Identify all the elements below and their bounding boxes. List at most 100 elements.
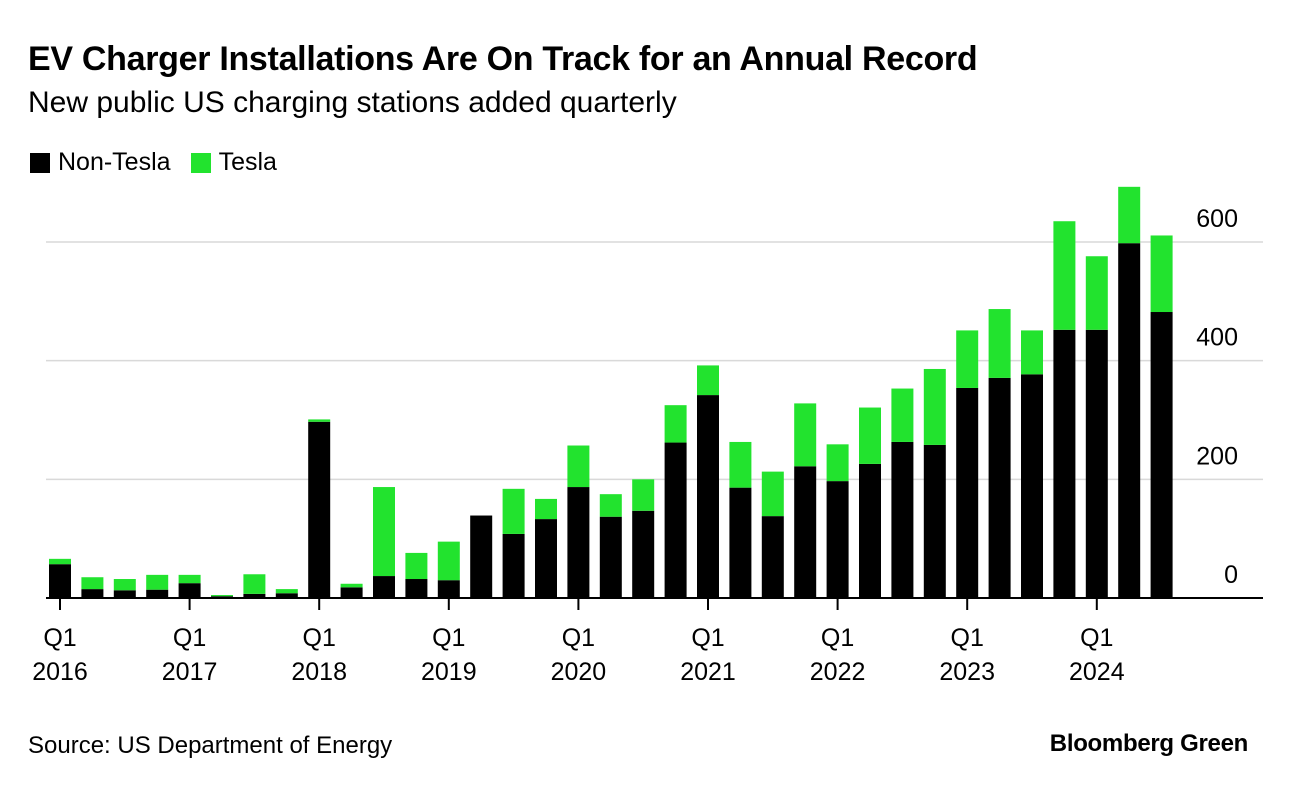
bar-non-tesla-q1-2017	[178, 583, 201, 598]
bar-tesla-q2-2022	[859, 407, 881, 464]
x-tick-label-quarter-2018: Q1	[303, 624, 336, 652]
bar-non-tesla-q2-2024	[1118, 243, 1141, 598]
x-tick-label-year-2019: 2019	[421, 658, 477, 686]
x-tick-label-year-2023: 2023	[939, 658, 995, 686]
bar-tesla-q4-2019	[535, 498, 557, 520]
x-tick-label-year-2017: 2017	[162, 658, 218, 686]
bar-non-tesla-q4-2017	[275, 593, 298, 598]
bar-tesla-q3-2017	[243, 574, 266, 594]
bar-tesla-q1-2024	[1085, 256, 1108, 330]
y-tick-label-200: 200	[1196, 442, 1238, 470]
bar-tesla-q4-2021	[794, 403, 817, 467]
bar-tesla-q4-2023	[1053, 221, 1076, 330]
x-tick-label-year-2016: 2016	[32, 658, 88, 686]
bar-tesla-q2-2018	[340, 583, 363, 588]
x-tick-label-year-2021: 2021	[680, 658, 736, 686]
x-tick-label-quarter-2020: Q1	[562, 624, 595, 652]
bar-tesla-q1-2019	[437, 541, 460, 581]
bar-tesla-q4-2018	[405, 552, 428, 580]
bar-tesla-q4-2016	[146, 574, 169, 590]
bar-tesla-q4-2020	[664, 405, 687, 443]
y-tick-label-0: 0	[1224, 561, 1238, 589]
brand-logo-text: Bloomberg Green	[1049, 730, 1249, 757]
bar-non-tesla-q2-2021	[729, 487, 752, 598]
bar-non-tesla-q1-2023	[956, 387, 979, 598]
bar-non-tesla-q1-2019	[437, 580, 460, 598]
bar-tesla-q1-2023	[956, 330, 979, 388]
y-axis-labels: 0 200 400 600	[1196, 205, 1238, 589]
bar-non-tesla-q3-2020	[632, 510, 655, 598]
x-tick-label-year-2022: 2022	[810, 658, 866, 686]
y-tick-label-400: 400	[1196, 324, 1238, 352]
bar-non-tesla-q1-2018	[308, 421, 331, 598]
bar-non-tesla-q3-2021	[761, 516, 784, 598]
x-axis	[46, 597, 1263, 610]
bar-non-tesla-q3-2019	[502, 533, 525, 598]
bar-non-tesla-q4-2023	[1053, 329, 1076, 598]
bar-non-tesla-q4-2021	[794, 466, 817, 598]
bar-tesla-q1-2020	[567, 445, 590, 488]
bar-non-tesla-q1-2021	[697, 395, 719, 598]
bar-tesla-q2-2024	[1118, 186, 1141, 244]
bar-non-tesla-q4-2022	[923, 444, 946, 598]
bar-non-tesla-q2-2022	[859, 463, 881, 598]
bar-tesla-q3-2018	[373, 487, 395, 577]
bars	[49, 186, 1173, 598]
bar-tesla-q4-2017	[275, 589, 298, 594]
x-tick-label-quarter-2023: Q1	[951, 624, 984, 652]
legend-label-non-tesla: Non-Tesla	[58, 148, 171, 176]
bar-non-tesla-q4-2018	[405, 579, 428, 598]
bar-non-tesla-q1-2020	[567, 487, 590, 598]
bar-non-tesla-q4-2020	[664, 442, 687, 598]
x-tick-label-quarter-2016: Q1	[43, 624, 76, 652]
x-tick-label-year-2020: 2020	[551, 658, 607, 686]
bar-non-tesla-q4-2019	[535, 519, 557, 598]
legend-label-tesla: Tesla	[218, 148, 277, 176]
bar-tesla-q3-2022	[891, 388, 914, 442]
bar-tesla-q1-2022	[826, 444, 849, 482]
bar-tesla-q1-2016	[49, 558, 71, 565]
bar-non-tesla-q3-2017	[243, 593, 266, 598]
chart-title: EV Charger Installations Are On Track fo…	[28, 40, 978, 78]
x-tick-label-year-2024: 2024	[1069, 658, 1125, 686]
source-note: Source: US Department of Energy	[28, 732, 393, 759]
bar-non-tesla-q3-2018	[373, 576, 395, 598]
x-axis-labels: Q1 2016 Q1 2017 Q1 2018 Q1 2019 Q1 2020 Q1 2021 Q1 20…	[32, 624, 1125, 686]
x-tick-label-year-2018: 2018	[291, 658, 347, 686]
x-tick-label-quarter-2017: Q1	[173, 624, 206, 652]
bar-non-tesla-q1-2022	[826, 481, 849, 598]
bar-tesla-q2-2016	[81, 577, 104, 590]
bar-non-tesla-q1-2016	[49, 564, 71, 598]
x-tick-label-quarter-2021: Q1	[691, 624, 724, 652]
gridlines	[46, 241, 1263, 481]
bar-non-tesla-q1-2024	[1085, 329, 1108, 598]
bar-tesla-q3-2016	[113, 579, 136, 591]
x-tick-label-quarter-2024: Q1	[1080, 624, 1113, 652]
chart-subtitle: New public US charging stations added qu…	[28, 86, 677, 119]
bar-tesla-q2-2021	[729, 441, 752, 488]
bar-non-tesla-q2-2018	[340, 587, 363, 598]
legend-swatch-non-tesla	[30, 152, 50, 173]
legend: Non-Tesla Tesla	[30, 148, 297, 177]
bar-tesla-q1-2018	[308, 419, 331, 422]
bar-tesla-q1-2021	[697, 365, 719, 396]
bar-non-tesla-q2-2016	[81, 589, 104, 598]
bar-non-tesla-q3-2023	[1021, 374, 1043, 598]
bar-tesla-q1-2017	[178, 574, 201, 584]
legend-item-tesla: Tesla	[190, 148, 277, 177]
bar-non-tesla-q3-2016	[113, 590, 136, 598]
bar-non-tesla-q3-2024	[1150, 312, 1173, 598]
bar-non-tesla-q2-2019	[470, 515, 493, 598]
y-tick-label-600: 600	[1196, 205, 1238, 233]
bar-non-tesla-q2-2023	[988, 377, 1011, 598]
bar-tesla-q3-2021	[761, 471, 784, 517]
bar-tesla-q3-2019	[502, 488, 525, 534]
bar-tesla-q2-2020	[599, 494, 622, 517]
x-tick-label-quarter-2019: Q1	[432, 624, 465, 652]
bar-tesla-q2-2023	[988, 309, 1011, 378]
bar-tesla-q4-2022	[923, 368, 946, 445]
bar-non-tesla-q3-2022	[891, 441, 914, 598]
legend-item-non-tesla: Non-Tesla	[30, 148, 171, 177]
bar-tesla-q3-2020	[632, 479, 655, 511]
